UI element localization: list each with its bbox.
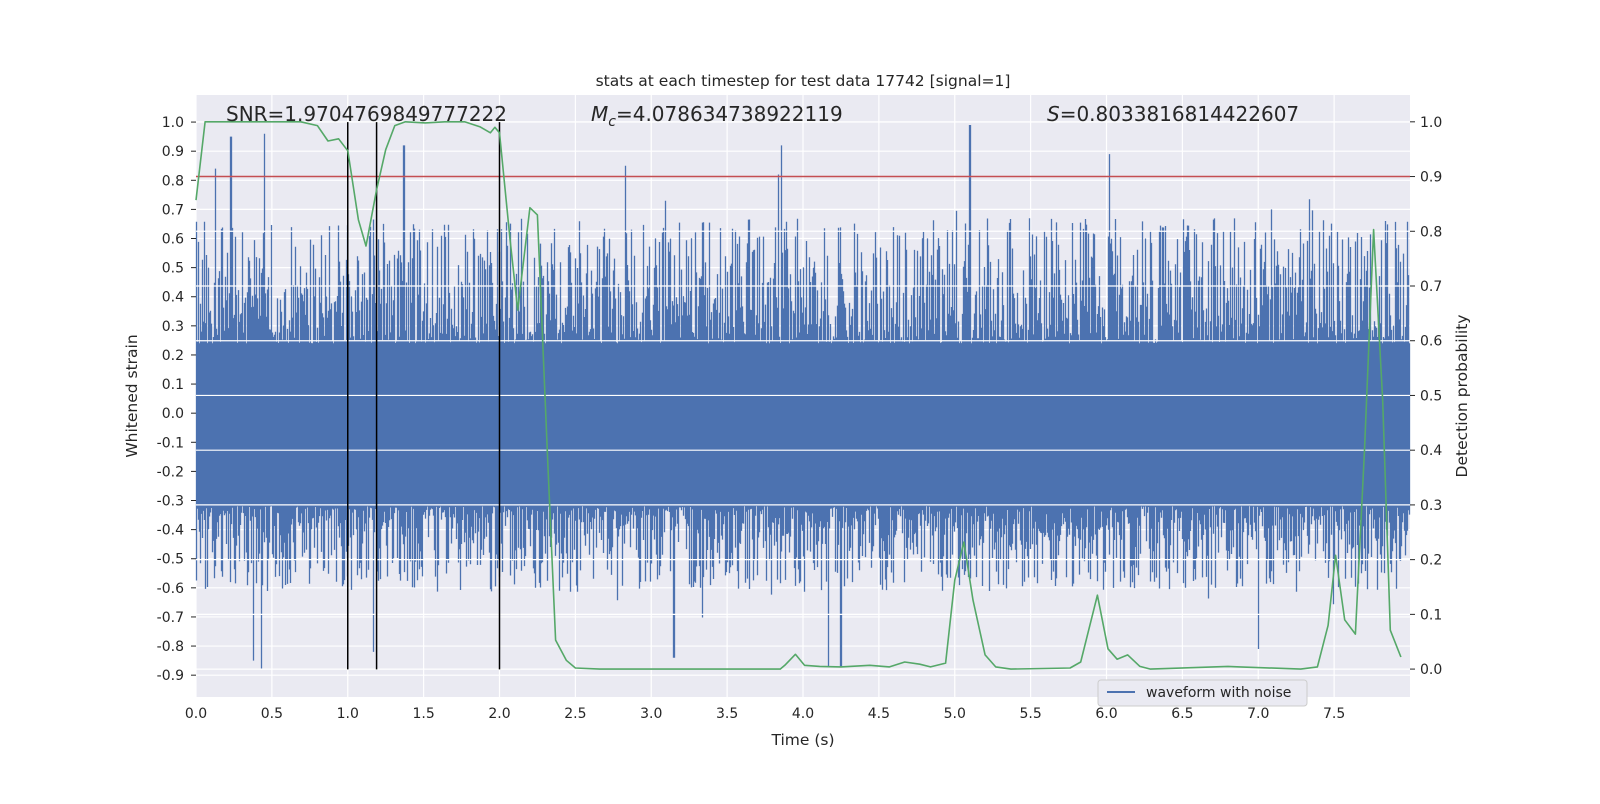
y-tick-label: -0.1 <box>157 435 184 451</box>
x-tick-label: 3.0 <box>640 706 662 722</box>
x-tick-label: 5.5 <box>1019 706 1041 722</box>
y-tick-label: 0.3 <box>162 319 184 335</box>
x-tick-label: 6.0 <box>1095 706 1117 722</box>
y-tick-label: -0.5 <box>157 552 184 568</box>
x-tick-label: 4.0 <box>792 706 814 722</box>
y-tick-label: 0.8 <box>162 173 184 189</box>
y-right-tick-label: 1.0 <box>1420 115 1442 131</box>
snr-annotation: SNR=1.9704769849777222 <box>226 102 507 126</box>
y-tick-label: 0.5 <box>162 261 184 277</box>
y-right-tick-label: 0.5 <box>1420 388 1442 404</box>
x-tick-label: 7.5 <box>1323 706 1345 722</box>
x-axis-label: Time (s) <box>770 731 834 749</box>
chirp-mass-annotation: Mc=4.078634738922119 <box>591 102 843 130</box>
s-annotation: S=0.8033816814422607 <box>1047 102 1299 126</box>
y-right-tick-label: 0.8 <box>1420 224 1442 240</box>
y-tick-label: -0.8 <box>157 639 184 655</box>
mc-value: =4.078634738922119 <box>616 102 843 126</box>
y-right-tick-label: 0.7 <box>1420 279 1442 295</box>
y-tick-label: -0.4 <box>157 523 184 539</box>
chart-title: stats at each timestep for test data 177… <box>596 72 1011 90</box>
y-tick-label: 1.0 <box>162 115 184 131</box>
y-axis-label: Whitened strain <box>123 334 141 457</box>
y-right-tick-label: 0.9 <box>1420 170 1442 186</box>
y-right-tick-label: 0.2 <box>1420 553 1442 569</box>
y-tick-label: -0.2 <box>157 464 184 480</box>
y-tick-label: 0.4 <box>162 290 184 306</box>
y-tick-label: -0.9 <box>157 668 184 684</box>
y-tick-label: 0.0 <box>162 406 184 422</box>
legend-label-waveform: waveform with noise <box>1146 685 1291 701</box>
legend: waveform with noise <box>1098 680 1307 706</box>
x-tick-label: 1.5 <box>412 706 434 722</box>
x-tick-label: 0.5 <box>261 706 283 722</box>
s-symbol: S <box>1047 102 1060 126</box>
x-tick-label: 4.5 <box>868 706 890 722</box>
y-tick-label: -0.7 <box>157 610 184 626</box>
x-tick-label: 1.0 <box>337 706 359 722</box>
x-tick-label: 2.0 <box>488 706 510 722</box>
x-tick-label: 3.5 <box>716 706 738 722</box>
y-tick-label: 0.2 <box>162 348 184 364</box>
y-right-tick-label: 0.4 <box>1420 443 1442 459</box>
x-tick-label: 0.0 <box>185 706 207 722</box>
y-tick-label: 0.9 <box>162 144 184 160</box>
y-tick-label: 0.1 <box>162 377 184 393</box>
x-tick-label: 5.0 <box>944 706 966 722</box>
x-tick-label: 6.5 <box>1171 706 1193 722</box>
x-tick-label: 2.5 <box>564 706 586 722</box>
y-tick-label: -0.6 <box>157 581 184 597</box>
y-right-tick-label: 0.3 <box>1420 498 1442 514</box>
y-right-tick-label: 0.6 <box>1420 334 1442 350</box>
y-tick-label: 0.6 <box>162 232 184 248</box>
x-tick-label: 7.0 <box>1247 706 1269 722</box>
y-tick-label: -0.3 <box>157 494 184 510</box>
mc-symbol: M <box>591 102 608 126</box>
y-tick-label: 0.7 <box>162 202 184 218</box>
y-right-tick-label: 0.1 <box>1420 607 1442 623</box>
y-axis-right-label: Detection probability <box>1453 315 1471 478</box>
y-right-tick-label: 0.0 <box>1420 662 1442 678</box>
s-value: =0.8033816814422607 <box>1060 102 1299 126</box>
